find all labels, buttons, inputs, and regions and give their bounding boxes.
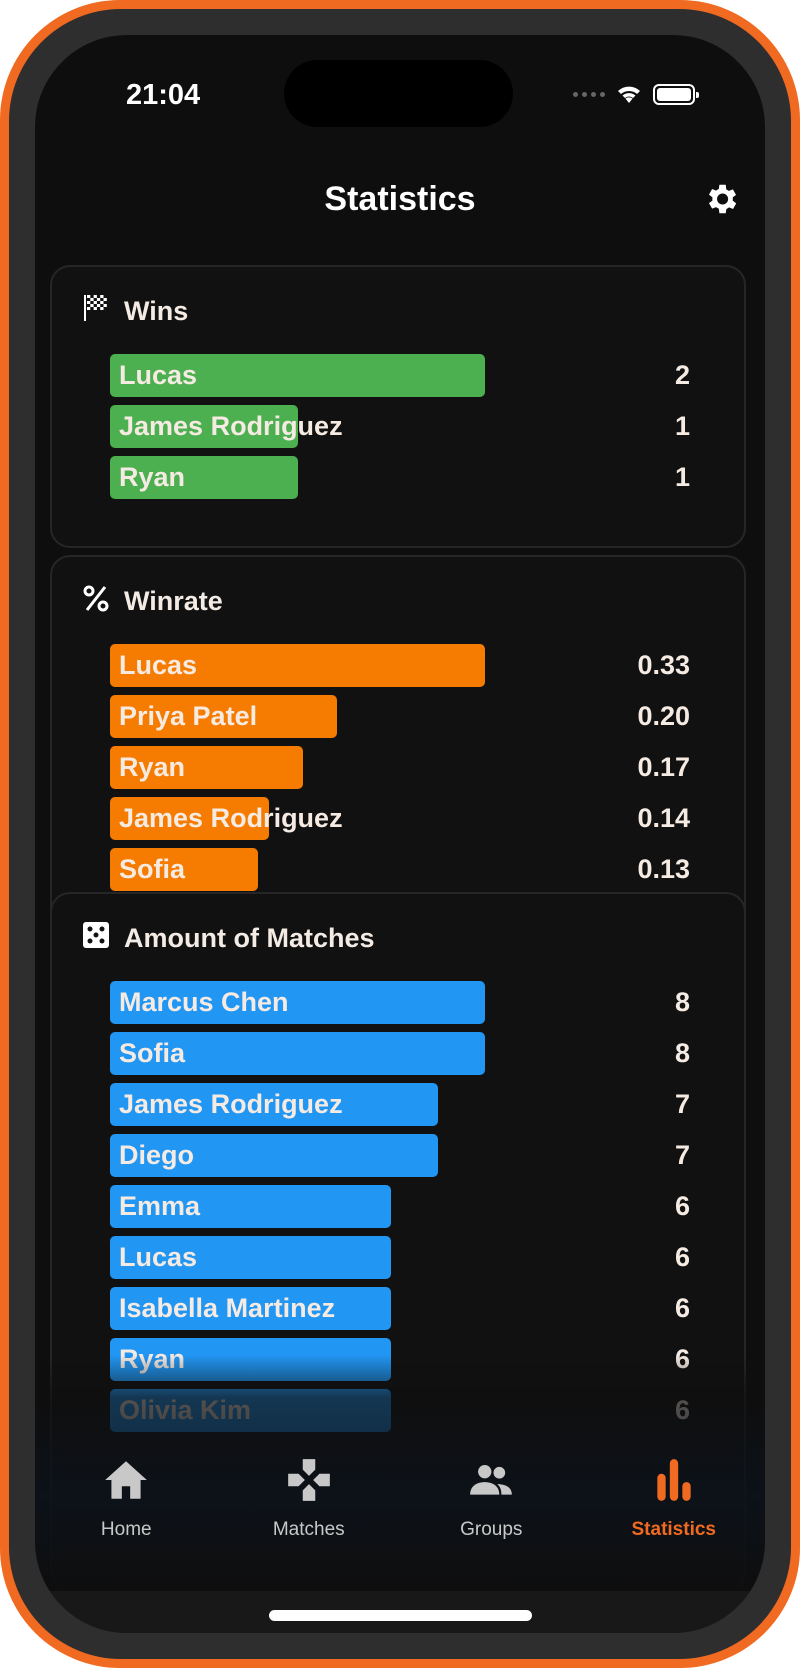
wifi-icon xyxy=(618,86,640,103)
tab-home[interactable]: Home xyxy=(35,1455,218,1575)
stat-bar xyxy=(110,1032,485,1075)
player-name: Ryan xyxy=(119,752,186,782)
stat-card-winrate: Winrate Lucas 0.33 Priya Patel 0.20 Ryan 0.17 J… xyxy=(50,555,746,940)
stat-value: 8 xyxy=(674,1038,690,1068)
stat-value: 1 xyxy=(674,462,690,492)
stat-bar xyxy=(110,1236,392,1279)
stat-row: Isabella Martinez 6 xyxy=(110,1287,690,1330)
stat-value: 1 xyxy=(674,411,690,441)
tab-bar-backdrop xyxy=(35,1355,765,1591)
stat-row: Diego 7 xyxy=(110,1134,690,1177)
stat-row: Ryan 1 xyxy=(110,456,690,499)
stat-bar xyxy=(110,354,485,397)
stat-value: 2 xyxy=(674,360,690,390)
groups-icon xyxy=(470,1465,513,1495)
player-name: Priya Patel xyxy=(119,701,258,731)
player-name: Lucas xyxy=(119,650,198,680)
stat-row: Sofia 8 xyxy=(110,1032,690,1075)
stat-bar xyxy=(110,746,304,789)
stat-bar xyxy=(110,1134,439,1177)
stat-bar xyxy=(110,456,298,499)
player-name: James Rodriguez xyxy=(119,803,343,833)
stat-bar xyxy=(110,848,258,891)
player-name: Marcus Chen xyxy=(119,987,289,1017)
stat-row: Emma 6 xyxy=(110,1185,690,1228)
player-name: Diego xyxy=(119,1140,195,1170)
card-title: Wins xyxy=(124,296,189,326)
page-title: Statistics xyxy=(324,180,476,218)
player-name: James Rodriguez xyxy=(119,1089,343,1119)
stat-value: 0.13 xyxy=(637,854,690,884)
stat-row: Marcus Chen 8 xyxy=(110,981,690,1024)
stat-bar xyxy=(110,981,485,1024)
gear-icon[interactable] xyxy=(702,180,740,218)
stat-row: James Rodriguez 7 xyxy=(110,1083,690,1126)
player-name: Lucas xyxy=(119,1242,198,1272)
bar-chart-icon xyxy=(657,1459,691,1501)
signal-icon xyxy=(573,91,605,97)
dynamic-island xyxy=(284,60,513,127)
dice-icon xyxy=(82,920,110,957)
player-name: Sofia xyxy=(119,854,186,884)
home-indicator[interactable] xyxy=(269,1610,532,1621)
stat-row: Ryan 0.17 xyxy=(110,746,690,789)
status-time: 21:04 xyxy=(126,79,201,111)
stat-value: 6 xyxy=(674,1191,690,1221)
tab-groups[interactable]: Groups xyxy=(400,1455,583,1575)
stat-bar xyxy=(110,644,485,687)
stat-value: 7 xyxy=(674,1140,690,1170)
player-name: Ryan xyxy=(119,462,186,492)
stat-bar xyxy=(110,695,338,738)
stat-row: Lucas 6 xyxy=(110,1236,690,1279)
stat-card-wins: Wins Lucas 2 James Rodriguez 1 Ryan 1 xyxy=(50,265,746,548)
tab-matches[interactable]: Matches xyxy=(218,1455,401,1575)
stat-value: 6 xyxy=(674,1242,690,1272)
card-title: Winrate xyxy=(124,586,223,616)
stat-row: Priya Patel 0.20 xyxy=(110,695,690,738)
card-header: Wins xyxy=(82,293,188,330)
player-name: Sofia xyxy=(119,1038,186,1068)
stat-row: James Rodriguez 0.14 xyxy=(110,797,690,840)
screen: 21:04 Statistics Wins Lucas 2 James Rodrigu… xyxy=(35,35,765,1633)
card-title: Amount of Matches xyxy=(124,923,375,953)
percent-icon xyxy=(82,583,110,620)
stat-bar xyxy=(110,1185,392,1228)
stat-row: Sofia 0.13 xyxy=(110,848,690,891)
player-name: Lucas xyxy=(119,360,198,390)
status-icons xyxy=(573,83,699,105)
stat-value: 6 xyxy=(674,1293,690,1323)
card-header: Amount of Matches xyxy=(82,920,375,957)
card-header: Winrate xyxy=(82,583,223,620)
stat-bar xyxy=(110,1083,439,1126)
tab-label: Groups xyxy=(460,1519,523,1540)
tab-label: Statistics xyxy=(631,1519,716,1540)
tab-label: Home xyxy=(100,1519,152,1540)
stat-value: 8 xyxy=(674,987,690,1017)
checkered-flag-icon xyxy=(82,293,110,330)
stat-row: James Rodriguez 1 xyxy=(110,405,690,448)
stat-bar xyxy=(110,405,298,448)
stat-bar xyxy=(110,1287,392,1330)
home-icon xyxy=(105,1461,148,1499)
stat-bar xyxy=(110,797,270,840)
player-name: Isabella Martinez xyxy=(119,1293,336,1323)
stat-value: 0.20 xyxy=(637,701,690,731)
stat-value: 7 xyxy=(674,1089,690,1119)
stat-row: Lucas 0.33 xyxy=(110,644,690,687)
tab-statistics[interactable]: Statistics xyxy=(583,1455,766,1575)
stat-value: 0.17 xyxy=(637,752,690,782)
battery-icon xyxy=(653,83,699,105)
gamepad-icon xyxy=(287,1459,330,1501)
player-name: James Rodriguez xyxy=(119,411,343,441)
stat-row: Lucas 2 xyxy=(110,354,690,397)
stat-value: 0.14 xyxy=(637,803,690,833)
player-name: Emma xyxy=(119,1191,201,1221)
tab-bar: Home Matches Groups Statistics xyxy=(35,1455,765,1575)
stat-value: 0.33 xyxy=(637,650,690,680)
tab-label: Matches xyxy=(272,1519,345,1540)
